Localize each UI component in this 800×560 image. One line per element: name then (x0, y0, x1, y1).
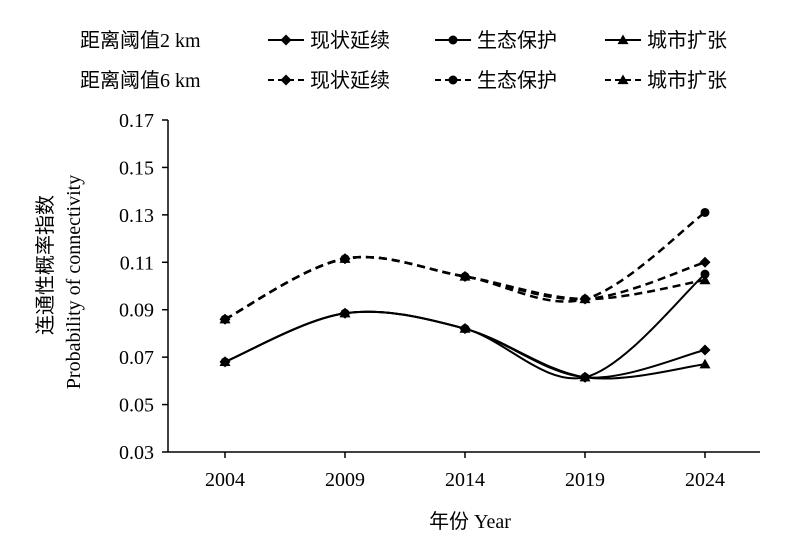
x-tick-label: 2024 (685, 469, 725, 491)
data-point (700, 207, 710, 217)
y-axis-title-cn: 连通性概率指数 (34, 195, 57, 335)
data-point (699, 274, 711, 285)
y-tick-label: 0.11 (120, 252, 154, 274)
data-point (219, 356, 231, 367)
y-tick-label: 0.17 (119, 110, 154, 132)
y-axis-title-en: Probability of connectivity (63, 175, 85, 389)
data-point (579, 293, 591, 304)
series-dashed-triangle (219, 253, 711, 324)
data-point (700, 269, 710, 279)
x-axis-title: 年份 Year (429, 510, 511, 533)
series-line (224, 255, 706, 321)
series-solid-diamond (219, 307, 711, 383)
legend-group-label: 距离阈值6 km (80, 69, 201, 92)
legend-swatch-marker (448, 75, 458, 85)
legend-swatch-marker (280, 34, 292, 46)
y-tick-label: 0.07 (119, 347, 154, 369)
axes: 0.03 0.05 0.07 0.09 0.11 0.13 0.15 0.17 2004 2009… (119, 110, 760, 491)
data-point (339, 307, 351, 318)
data-point (579, 371, 591, 382)
y-tick-label: 0.13 (119, 205, 154, 227)
data-point (459, 271, 471, 281)
series-line (224, 255, 706, 321)
series-solid-triangle (219, 307, 711, 382)
data-point (339, 253, 351, 263)
series-dashed-circle (220, 207, 710, 324)
legend-swatch-marker (617, 74, 629, 85)
legend-group-label: 距离阈值2 km (80, 29, 201, 52)
series-dashed-diamond (219, 253, 711, 325)
y-tick-label: 0.15 (119, 157, 154, 179)
x-tick-label: 2019 (565, 469, 605, 491)
legend-label: 城市扩张 (647, 29, 727, 52)
x-tick-label: 2004 (205, 469, 245, 491)
legend-label: 生态保护 (477, 69, 557, 92)
series-line (224, 310, 706, 380)
legend-label: 生态保护 (477, 29, 557, 52)
x-tick-label: 2009 (325, 469, 365, 491)
legend-label: 现状延续 (310, 29, 390, 52)
plot-area (219, 207, 711, 383)
y-tick-label: 0.05 (119, 395, 154, 417)
data-point (459, 323, 471, 333)
legend-label: 现状延续 (310, 69, 390, 92)
data-point (699, 256, 711, 268)
series-line (224, 211, 706, 321)
y-tick-label: 0.03 (119, 442, 154, 464)
x-tick-label: 2014 (445, 469, 485, 491)
legend-swatch-marker (448, 35, 458, 45)
legend-label: 城市扩张 (647, 69, 727, 92)
data-point (699, 344, 711, 356)
data-point (219, 313, 231, 324)
series-line (224, 310, 706, 379)
y-tick-label: 0.09 (119, 300, 154, 322)
data-point (699, 358, 711, 369)
legend-swatch-marker (617, 34, 629, 45)
legend-swatch-marker (280, 74, 292, 86)
